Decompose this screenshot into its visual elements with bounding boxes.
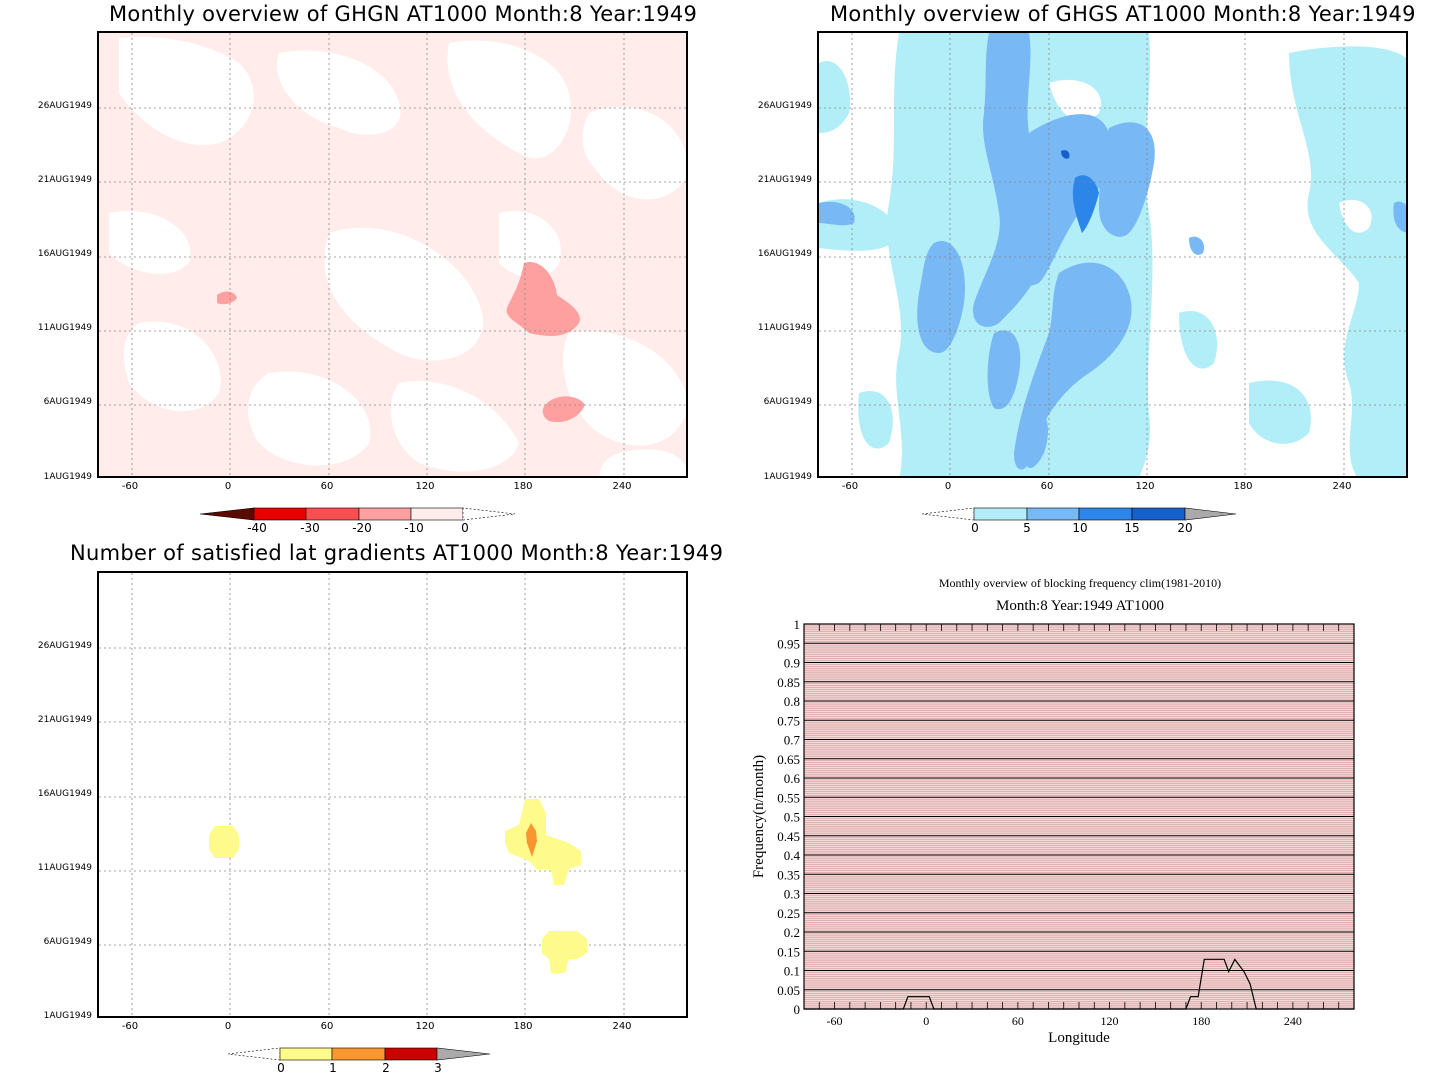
ghgn-cb-label-m30: -30 <box>300 521 320 535</box>
ghgn-ytick-16aug: 16AUG1949 <box>37 249 92 259</box>
y-tick-label: 0.05 <box>777 983 800 998</box>
x-tick-label: -60 <box>827 1014 843 1028</box>
ghgn-xtick-180: 180 <box>513 481 533 492</box>
y-tick-label: 0.85 <box>777 675 800 690</box>
y-tick-label: 0.15 <box>777 944 800 959</box>
ghgs-xtick-0: 0 <box>944 481 952 492</box>
ghgs-xtick-240: 240 <box>1332 481 1352 492</box>
ghgs-cb-label-0: 0 <box>971 521 979 535</box>
y-tick-label: 0.25 <box>777 906 800 921</box>
y-tick-label: 0.3 <box>784 887 800 902</box>
freq-chart-title: Monthly overview of blocking frequency c… <box>938 576 1222 590</box>
ghgn-contour-map <box>99 33 686 476</box>
count-ytick-11aug: 11AUG1949 <box>37 863 92 873</box>
count-xtick-240: 240 <box>612 1021 632 1032</box>
ghgs-xtick-m60: -60 <box>841 481 859 492</box>
ghgs-cb-label-5: 5 <box>1023 521 1031 535</box>
ghgn-plot-area <box>97 31 688 478</box>
y-tick-label: 0.2 <box>784 925 800 940</box>
freq-chart-subtitle: Month:8 Year:1949 AT1000 <box>996 598 1164 614</box>
ghgn-xtick-60: 60 <box>320 481 334 492</box>
ghgn-xtick-120: 120 <box>415 481 435 492</box>
count-colorbar <box>228 1047 491 1061</box>
ghgs-xtick-120: 120 <box>1135 481 1155 492</box>
x-tick-label: 0 <box>923 1014 929 1028</box>
count-ytick-26aug: 26AUG1949 <box>37 641 92 651</box>
y-tick-label: 0.5 <box>784 810 800 825</box>
y-tick-label: 0.8 <box>784 694 800 709</box>
blocking-frequency-chart: 0 0.05 0.1 0.15 0.2 0.25 0.3 0.35 0.4 0.45 0.5 0.55… <box>751 617 1355 1046</box>
y-tick-label: 0 <box>794 1002 801 1017</box>
ghgs-ytick-16aug: 16AUG1949 <box>757 249 812 259</box>
y-tick-label: 0.95 <box>777 636 800 651</box>
ghgs-xtick-180: 180 <box>1233 481 1253 492</box>
count-cb-label-3: 3 <box>434 1061 442 1075</box>
count-xtick-60: 60 <box>320 1021 334 1032</box>
ghgs-ytick-6aug: 6AUG1949 <box>763 397 812 407</box>
count-ytick-21aug: 21AUG1949 <box>37 715 92 725</box>
ghgs-cb-label-10: 10 <box>1072 521 1088 535</box>
y-tick-label: 0.55 <box>777 790 800 805</box>
y-tick-label: 0.7 <box>784 733 801 748</box>
ghgn-xtick-m60: -60 <box>121 481 139 492</box>
count-title: Number of satisfied lat gradients AT1000… <box>70 541 724 565</box>
y-tick-label: 0.35 <box>777 867 800 882</box>
x-axis-label: Longitude <box>1048 1030 1110 1046</box>
count-plot-area <box>97 571 688 1018</box>
ghgs-title: Monthly overview of GHGS AT1000 Month:8 … <box>830 2 1416 26</box>
count-ytick-16aug: 16AUG1949 <box>37 789 92 799</box>
ghgs-ytick-21aug: 21AUG1949 <box>757 175 812 185</box>
count-cb-label-0: 0 <box>277 1061 285 1075</box>
count-xtick-180: 180 <box>513 1021 533 1032</box>
y-tick-label: 0.65 <box>777 752 800 767</box>
ghgn-cb-label-m10: -10 <box>404 521 424 535</box>
y-tick-label: 0.6 <box>784 771 801 786</box>
ghgs-cb-label-20: 20 <box>1177 521 1193 535</box>
ghgn-ytick-21aug: 21AUG1949 <box>37 175 92 185</box>
y-tick-label: 0.45 <box>777 829 800 844</box>
y-tick-label: 0.9 <box>784 656 800 671</box>
ghgs-ytick-1aug: 1AUG1949 <box>763 472 812 482</box>
count-cb-label-2: 2 <box>382 1061 390 1075</box>
ghgn-title: Monthly overview of GHGN AT1000 Month:8 … <box>109 2 698 26</box>
y-axis-label: Frequency(n/month) <box>751 755 767 878</box>
count-ytick-1aug: 1AUG1949 <box>43 1011 92 1021</box>
ghgn-ytick-26aug: 26AUG1949 <box>37 101 92 111</box>
ghgs-ytick-26aug: 26AUG1949 <box>757 101 812 111</box>
count-xtick-0: 0 <box>224 1021 232 1032</box>
y-tick-label: 1 <box>794 617 801 632</box>
series-line-0 <box>804 958 1354 1010</box>
ghgn-ytick-11aug: 11AUG1949 <box>37 323 92 333</box>
count-cb-label-1: 1 <box>329 1061 337 1075</box>
y-tick-label: 0.1 <box>784 964 800 979</box>
y-tick-label: 0.4 <box>784 848 801 863</box>
ghgn-cb-label-m40: -40 <box>247 521 267 535</box>
count-contour-map <box>99 573 686 1016</box>
ghgs-plot-area <box>817 31 1408 478</box>
ghgs-ytick-11aug: 11AUG1949 <box>757 323 812 333</box>
x-tick-label: 180 <box>1192 1014 1210 1028</box>
ghgs-contour-map <box>819 33 1406 476</box>
ghgn-xtick-0: 0 <box>224 481 232 492</box>
ghgs-xtick-60: 60 <box>1040 481 1054 492</box>
ghgn-colorbar <box>200 507 516 521</box>
ghgn-ytick-6aug: 6AUG1949 <box>43 397 92 407</box>
ghgn-cb-label-m20: -20 <box>352 521 372 535</box>
ghgn-ytick-1aug: 1AUG1949 <box>43 472 92 482</box>
y-tick-label: 0.75 <box>777 713 800 728</box>
x-tick-label: 60 <box>1012 1014 1024 1028</box>
ghgn-xtick-240: 240 <box>612 481 632 492</box>
count-xtick-120: 120 <box>415 1021 435 1032</box>
ghgs-colorbar <box>922 507 1237 521</box>
ghgs-cb-label-15: 15 <box>1124 521 1140 535</box>
ghgn-cb-label-0: 0 <box>461 521 469 535</box>
count-xtick-m60: -60 <box>121 1021 139 1032</box>
x-tick-label: 120 <box>1101 1014 1119 1028</box>
x-tick-label: 240 <box>1284 1014 1302 1028</box>
count-ytick-6aug: 6AUG1949 <box>43 937 92 947</box>
